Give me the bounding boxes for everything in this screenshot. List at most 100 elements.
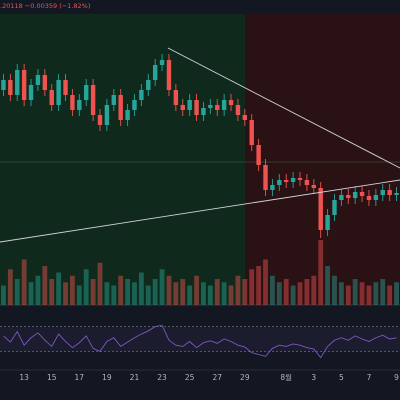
volume-bar <box>318 240 324 305</box>
candle-body <box>111 95 116 105</box>
volume-bar <box>221 282 227 305</box>
candle-body <box>277 180 282 185</box>
candle-body <box>387 190 392 195</box>
header-text: .20118 −0.00359 (−1.82%) <box>0 2 90 10</box>
candle-body <box>35 75 41 85</box>
candle-body <box>166 60 172 90</box>
volume-bar <box>201 282 206 305</box>
x-tick-label: 15 <box>47 373 57 382</box>
candle-body <box>380 190 385 195</box>
candle-body <box>15 70 20 95</box>
candle-body <box>159 60 165 65</box>
volume-bar <box>104 282 110 305</box>
candle-body <box>173 90 179 105</box>
candle-body <box>366 196 372 200</box>
candle-body <box>242 115 248 120</box>
volume-bar <box>242 279 248 305</box>
candle-body <box>118 95 123 120</box>
volume-bar <box>1 285 6 305</box>
rsi-band <box>0 326 400 352</box>
candle-body <box>70 95 75 110</box>
x-tick-label: 25 <box>185 373 195 382</box>
volume-bar <box>207 285 213 305</box>
candle-body <box>297 178 303 180</box>
volume-bar <box>56 272 62 305</box>
volume-bar <box>166 275 172 305</box>
volume-bar <box>28 282 34 305</box>
volume-bar <box>97 262 103 305</box>
candle-body <box>125 110 130 120</box>
x-tick-label: 29 <box>240 373 250 382</box>
x-tick-label: 8월 <box>280 372 292 382</box>
candle-body <box>132 100 137 110</box>
candle-body <box>228 100 234 105</box>
volume-bar <box>194 275 199 305</box>
volume-bar <box>173 282 179 305</box>
candle-body <box>318 188 323 230</box>
candle-body <box>339 195 344 200</box>
candle-body <box>187 100 192 110</box>
marks <box>0 54 400 359</box>
candle-body <box>63 80 68 95</box>
candle-body <box>208 105 213 108</box>
candle-body <box>346 195 351 198</box>
volume-bar <box>187 285 193 305</box>
candle-body <box>104 105 110 125</box>
volume-bar <box>352 279 358 305</box>
volume-bar <box>249 269 255 305</box>
volume-bar <box>125 279 130 305</box>
candle-body <box>221 100 227 110</box>
volume-bar <box>14 279 20 305</box>
bear-zone <box>245 14 400 306</box>
volume-bar <box>387 285 393 305</box>
volume-bar <box>332 275 337 305</box>
candle-body <box>284 180 289 182</box>
x-tick-label: 21 <box>130 373 140 382</box>
candle-body <box>290 178 296 182</box>
candle-body <box>28 85 34 100</box>
x-tick-label: 13 <box>19 373 29 382</box>
candle-body <box>97 115 103 125</box>
trendline <box>167 47 400 169</box>
volume-bar <box>290 285 296 305</box>
candle-body <box>1 80 6 90</box>
candle-body <box>270 185 275 190</box>
volume-bar <box>145 285 151 305</box>
volume-bar <box>70 275 75 305</box>
candle-body <box>359 192 365 196</box>
x-tick-label: 9 <box>394 373 399 382</box>
candle-body <box>139 90 144 100</box>
volume-bar <box>338 282 344 305</box>
volume-bar <box>132 282 137 305</box>
volume-bar <box>380 279 386 305</box>
candle-body <box>256 145 261 165</box>
volume-bar <box>138 272 144 305</box>
volume-bar <box>311 275 317 305</box>
candle-body <box>77 100 82 110</box>
volume-bar <box>159 269 165 305</box>
volume-bar <box>283 279 289 305</box>
volume-bar <box>180 279 186 305</box>
volume-bar <box>118 275 124 305</box>
x-tick-label: 17 <box>75 373 85 382</box>
x-tick-label: 5 <box>339 373 344 382</box>
x-tick-label: 3 <box>311 373 316 382</box>
candle-body <box>373 195 379 200</box>
candle-body <box>249 120 254 145</box>
volume-bar <box>373 282 379 305</box>
volume-bar <box>111 285 117 305</box>
volume-bar <box>276 282 282 305</box>
rsi-line <box>3 324 397 359</box>
volume-bar <box>345 285 351 305</box>
volume-bar <box>152 279 158 305</box>
candle-body <box>8 80 13 95</box>
volume-bar <box>297 282 303 305</box>
volume-bar <box>83 269 89 305</box>
volume-bar <box>263 259 268 305</box>
volume-bar <box>63 282 68 305</box>
volume-bar <box>35 275 41 305</box>
x-tick-label: 27 <box>212 373 222 382</box>
candle-body <box>215 105 220 110</box>
